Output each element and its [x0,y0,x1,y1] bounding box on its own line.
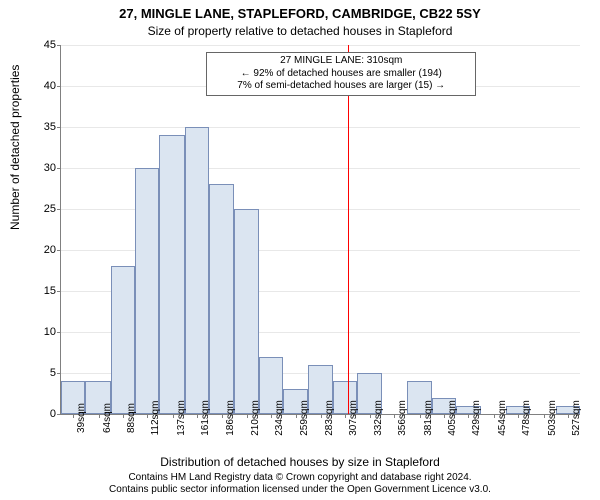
histogram-bar [209,184,234,414]
histogram-bar [234,209,258,414]
y-tick-mark [57,332,61,333]
x-tick-mark [173,414,174,418]
y-tick-mark [57,45,61,46]
y-tick-label: 30 [26,162,56,174]
plot-area: 27 MINGLE LANE: 310sqm← 92% of detached … [60,45,580,415]
x-tick-label: 283sqm [324,400,335,436]
x-tick-mark [420,414,421,418]
x-tick-mark [247,414,248,418]
y-tick-label: 35 [26,121,56,133]
x-tick-mark [73,414,74,418]
y-tick-mark [57,250,61,251]
x-tick-label: 137sqm [176,400,187,436]
y-tick-label: 45 [26,39,56,51]
x-tick-label: 307sqm [348,400,359,436]
histogram-bar [111,266,135,414]
x-tick-mark [444,414,445,418]
x-tick-label: 332sqm [373,400,384,436]
x-tick-label: 39sqm [76,403,87,433]
x-axis-label: Distribution of detached houses by size … [0,455,600,469]
y-tick-mark [57,373,61,374]
grid-line [61,45,580,46]
y-tick-label: 25 [26,203,56,215]
x-tick-label: 210sqm [250,400,261,436]
x-tick-mark [544,414,545,418]
annotation-box: 27 MINGLE LANE: 310sqm← 92% of detached … [206,52,476,96]
chart-container: 27, MINGLE LANE, STAPLEFORD, CAMBRIDGE, … [0,0,600,500]
x-tick-mark [518,414,519,418]
x-tick-label: 161sqm [200,400,211,436]
annotation-line-2: ← 92% of detached houses are smaller (19… [211,68,471,81]
x-tick-label: 259sqm [299,400,310,436]
x-tick-mark [494,414,495,418]
y-tick-mark [57,291,61,292]
x-tick-mark [394,414,395,418]
reference-line [348,45,349,414]
x-tick-label: 503sqm [547,400,558,436]
footnote-line-1: Contains HM Land Registry data © Crown c… [128,472,471,483]
x-tick-label: 381sqm [423,400,434,436]
x-tick-mark [568,414,569,418]
title-main: 27, MINGLE LANE, STAPLEFORD, CAMBRIDGE, … [0,6,600,21]
y-tick-label: 0 [26,408,56,420]
y-tick-mark [57,127,61,128]
x-tick-mark [296,414,297,418]
x-tick-label: 429sqm [471,400,482,436]
x-tick-label: 405sqm [447,400,458,436]
x-tick-mark [345,414,346,418]
annotation-line-1: 27 MINGLE LANE: 310sqm [211,55,471,68]
y-tick-label: 20 [26,244,56,256]
x-tick-mark [370,414,371,418]
x-tick-label: 234sqm [274,400,285,436]
x-tick-label: 112sqm [150,401,161,436]
x-tick-label: 356sqm [397,400,408,436]
histogram-bar [135,168,159,414]
y-tick-label: 40 [26,80,56,92]
x-tick-label: 64sqm [102,403,113,433]
annotation-line-3: 7% of semi-detached houses are larger (1… [211,80,471,93]
histogram-bar [159,135,184,414]
x-tick-mark [147,414,148,418]
x-tick-mark [197,414,198,418]
x-tick-mark [468,414,469,418]
y-tick-mark [57,209,61,210]
x-tick-label: 527sqm [571,400,582,436]
footnote: Contains HM Land Registry data © Crown c… [0,472,600,495]
x-tick-mark [222,414,223,418]
y-tick-label: 15 [26,285,56,297]
y-tick-mark [57,86,61,87]
x-tick-mark [271,414,272,418]
histogram-bar [185,127,209,414]
y-tick-mark [57,414,61,415]
y-tick-mark [57,168,61,169]
x-tick-label: 478sqm [521,400,532,436]
x-tick-mark [123,414,124,418]
title-sub: Size of property relative to detached ho… [0,24,600,38]
x-tick-mark [99,414,100,418]
x-tick-label: 186sqm [225,400,236,436]
x-tick-mark [321,414,322,418]
y-tick-label: 5 [26,367,56,379]
y-tick-label: 10 [26,326,56,338]
footnote-line-2: Contains public sector information licen… [109,484,491,495]
y-axis-label: Number of detached properties [8,65,22,230]
grid-line [61,127,580,128]
x-tick-label: 454sqm [497,400,508,436]
x-tick-label: 88sqm [126,403,137,433]
